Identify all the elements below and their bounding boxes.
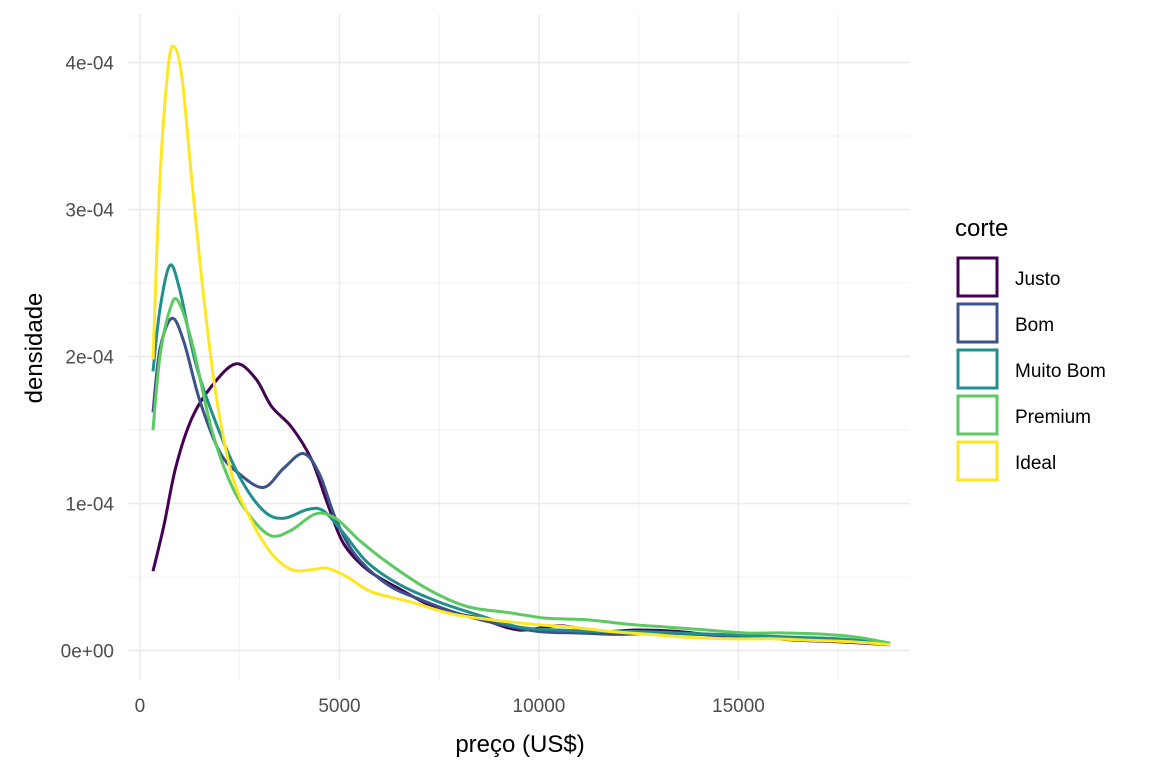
x-axis-tick-labels: 0 5000 10000 15000 — [135, 696, 765, 717]
legend-key — [956, 440, 999, 482]
legend-label: Muito Bom — [1015, 361, 1106, 382]
legend-key — [956, 348, 999, 390]
legend-key — [956, 302, 999, 344]
x-tick-label: 5000 — [318, 696, 360, 717]
x-axis-title: preço (US$) — [455, 731, 584, 758]
major-gridlines — [128, 14, 910, 680]
y-tick-label: 2e-04 — [65, 348, 114, 369]
y-axis-title: densidade — [21, 293, 48, 404]
series-line-ideal — [151, 44, 891, 647]
y-axis-tick-labels: 0e+00 1e-04 2e-04 3e-04 4e-04 — [61, 54, 115, 663]
legend-label: Ideal — [1015, 453, 1056, 474]
y-tick-label: 4e-04 — [65, 54, 114, 75]
series-line-premium — [151, 296, 891, 645]
series-line-muito-bom — [151, 263, 891, 645]
series-line-bom — [151, 316, 891, 645]
y-tick-label: 3e-04 — [65, 201, 114, 222]
legend-label: Justo — [1015, 269, 1060, 290]
minor-gridlines — [128, 14, 910, 680]
legend-title: corte — [955, 215, 1008, 242]
legend-items: Justo Bom Muito Bom Premium Ideal — [956, 256, 1106, 482]
legend-key — [956, 394, 999, 436]
density-curves — [151, 44, 891, 647]
x-tick-label: 0 — [135, 696, 146, 717]
x-tick-label: 15000 — [712, 696, 765, 717]
y-tick-label: 0e+00 — [61, 642, 114, 663]
x-tick-label: 10000 — [513, 696, 566, 717]
legend: corte Justo Bom Muito Bom Premium Ideal — [955, 215, 1106, 482]
legend-label: Bom — [1015, 315, 1054, 336]
y-tick-label: 1e-04 — [65, 495, 114, 516]
legend-key — [956, 256, 999, 298]
legend-label: Premium — [1015, 407, 1091, 428]
